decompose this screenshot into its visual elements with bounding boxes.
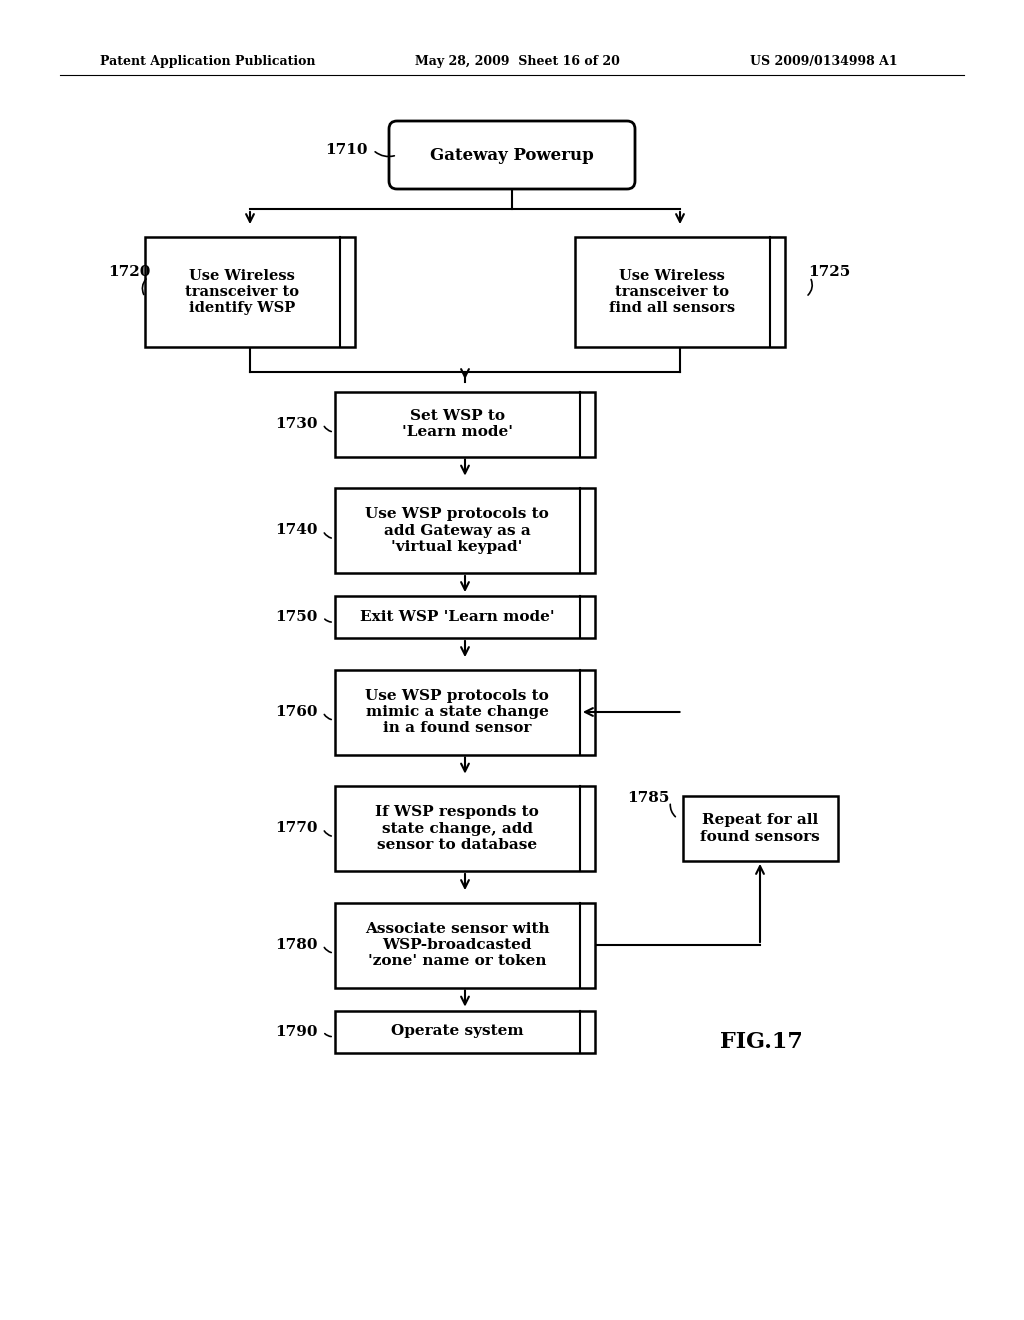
- Text: If WSP responds to
state change, add
sensor to database: If WSP responds to state change, add sen…: [375, 805, 539, 851]
- Bar: [335, 785, 595, 871]
- Text: Repeat for all
found sensors: Repeat for all found sensors: [700, 813, 820, 843]
- Text: 1760: 1760: [275, 705, 318, 719]
- Text: 1750: 1750: [275, 610, 318, 624]
- Bar: [335, 488, 595, 573]
- FancyBboxPatch shape: [389, 121, 635, 189]
- Text: FIG.17: FIG.17: [720, 1031, 803, 1052]
- Text: 1790: 1790: [275, 1024, 318, 1039]
- Text: 1725: 1725: [808, 265, 850, 279]
- Text: Set WSP to
'Learn mode': Set WSP to 'Learn mode': [401, 409, 512, 440]
- Text: Use Wireless
transceiver to
find all sensors: Use Wireless transceiver to find all sen…: [609, 269, 735, 315]
- Bar: [335, 392, 595, 457]
- Bar: [145, 238, 355, 347]
- Bar: [335, 903, 595, 987]
- Text: 1780: 1780: [275, 939, 318, 952]
- Text: Use Wireless
transceiver to
identify WSP: Use Wireless transceiver to identify WSP: [185, 269, 299, 315]
- Text: Operate system: Operate system: [391, 1024, 523, 1039]
- Text: Patent Application Publication: Patent Application Publication: [100, 55, 315, 69]
- Text: US 2009/0134998 A1: US 2009/0134998 A1: [750, 55, 898, 69]
- Text: Associate sensor with
WSP-broadcasted
'zone' name or token: Associate sensor with WSP-broadcasted 'z…: [365, 921, 549, 968]
- Text: 1730: 1730: [275, 417, 318, 432]
- Text: Use WSP protocols to
add Gateway as a
'virtual keypad': Use WSP protocols to add Gateway as a 'v…: [366, 507, 549, 553]
- Text: Gateway Powerup: Gateway Powerup: [430, 147, 594, 164]
- Text: 1720: 1720: [108, 265, 151, 279]
- Text: 1710: 1710: [326, 143, 368, 157]
- Bar: [575, 238, 785, 347]
- Text: Use WSP protocols to
mimic a state change
in a found sensor: Use WSP protocols to mimic a state chang…: [366, 689, 549, 735]
- Text: 1770: 1770: [275, 821, 318, 836]
- Bar: [683, 796, 838, 861]
- Text: May 28, 2009  Sheet 16 of 20: May 28, 2009 Sheet 16 of 20: [415, 55, 620, 69]
- Text: Exit WSP 'Learn mode': Exit WSP 'Learn mode': [359, 610, 554, 624]
- Text: 1740: 1740: [275, 524, 318, 537]
- Bar: [335, 597, 595, 638]
- Bar: [335, 669, 595, 755]
- Bar: [335, 1011, 595, 1052]
- Text: 1785: 1785: [628, 792, 670, 805]
